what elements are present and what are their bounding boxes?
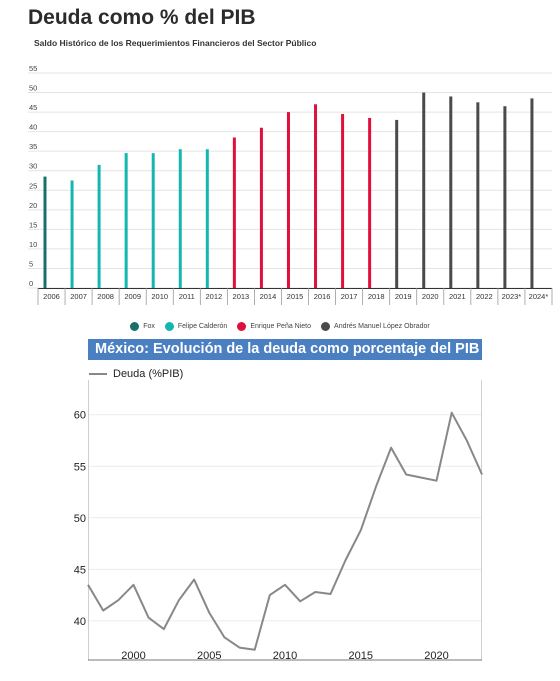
legend-dot-pena-nieto: [237, 322, 247, 331]
party-legend: Fox Felipe Calderón Enrique Peña Nieto A…: [0, 322, 560, 331]
x-tick-label: 2015: [287, 292, 304, 301]
x-tick-label: 2024*: [529, 292, 549, 301]
y-tick-label: 40: [29, 123, 37, 132]
series-line-deuda: [87, 411, 483, 651]
line-y-tick-label: 55: [74, 461, 86, 473]
bar-2012: [205, 149, 209, 288]
x-tick-label: 2008: [97, 292, 114, 301]
x-tick-label: 2006: [43, 292, 60, 301]
y-tick-label: 10: [29, 240, 37, 249]
x-tick-label: 2016: [314, 292, 331, 301]
line-y-tick-label: 50: [74, 513, 86, 525]
legend-item-amlo: Andrés Manuel López Obrador: [321, 322, 430, 331]
x-tick-label: 2019: [395, 292, 412, 301]
line-y-tick-label: 40: [74, 616, 86, 628]
x-tick-label: 2014: [260, 292, 277, 301]
x-tick-label: 2018: [368, 292, 385, 301]
line-chart-header: México: Evolución de la deuda como porce…: [88, 339, 482, 360]
y-tick-label: 30: [29, 162, 37, 171]
x-tick-label: 2007: [70, 292, 87, 301]
line-x-tick-label: 2005: [197, 650, 221, 662]
y-tick-label: 55: [29, 64, 37, 73]
line-chart: 40 45 50 55 60 2000 2005 2010 2015 2020: [74, 380, 483, 662]
line-y-tick-label: 60: [74, 410, 86, 422]
line-legend-swatch: [89, 373, 107, 375]
legend-dot-amlo: [321, 322, 331, 331]
y-tick-label: 0: [29, 279, 33, 288]
bar-2019: [395, 119, 399, 288]
x-tick-label: 2013: [233, 292, 250, 301]
bar-2018: [368, 117, 372, 288]
bar-2010: [151, 153, 155, 288]
legend-label-amlo: Andrés Manuel López Obrador: [334, 323, 430, 330]
bar-2015: [286, 112, 290, 288]
legend-item-pena-nieto: Enrique Peña Nieto: [237, 322, 311, 331]
bar-2023*: [503, 106, 507, 289]
line-legend: Deuda (%PIB): [89, 368, 183, 380]
bar-2009: [124, 153, 128, 288]
bar-2013: [232, 137, 236, 288]
line-y-tick-label: 45: [74, 564, 86, 576]
bar-2017: [341, 114, 345, 288]
y-tick-label: 35: [29, 142, 37, 151]
bar-2007: [70, 180, 74, 288]
bar-2008: [97, 164, 101, 288]
bar-2006: [43, 176, 47, 288]
line-x-tick-label: 2010: [273, 650, 297, 662]
legend-label-fox: Fox: [143, 323, 155, 330]
bar-2011: [178, 149, 182, 288]
legend-label-calderon: Felipe Calderón: [177, 323, 228, 330]
x-tick-label: 2017: [341, 292, 358, 301]
bar-2020: [422, 92, 426, 288]
bar-2021: [449, 96, 453, 288]
line-x-tick-label: 2015: [349, 650, 373, 662]
x-tick-label: 2023*: [502, 292, 522, 301]
y-tick-label: 15: [29, 220, 37, 229]
x-tick-label: 2021: [449, 292, 466, 301]
chart-subtitle: Saldo Histórico de los Requerimientos Fi…: [34, 38, 317, 48]
legend-dot-calderon: [164, 322, 174, 331]
x-tick-label: 2020: [422, 292, 439, 301]
legend-dot-fox: [130, 322, 140, 331]
bar-2022: [476, 102, 480, 288]
debt-line-panel: México: Evolución de la deuda como porce…: [88, 339, 482, 661]
y-tick-label: 50: [29, 84, 37, 93]
line-legend-label: Deuda (%PIB): [113, 368, 184, 380]
y-tick-label: 5: [29, 259, 33, 268]
bar-2014: [259, 127, 263, 289]
x-tick-label: 2010: [151, 292, 168, 301]
y-tick-label: 20: [29, 201, 37, 210]
x-tick-label: 2009: [124, 292, 141, 301]
bar-chart: 0 5 10 15 20 25 30 35 40 45 50 55 2006 2007 2008 2009 20…: [28, 64, 553, 305]
legend-item-fox: Fox: [130, 322, 155, 331]
chart-title: Deuda como % del PIB: [28, 6, 256, 29]
x-tick-label: 2022: [476, 292, 493, 301]
legend-item-calderon: Felipe Calderón: [164, 322, 228, 331]
y-tick-label: 25: [29, 181, 37, 190]
x-tick-label: 2012: [205, 292, 222, 301]
line-x-tick-label: 2020: [424, 650, 448, 662]
line-x-tick-label: 2000: [121, 650, 145, 662]
bar-2024*: [530, 98, 534, 288]
bar-2016: [314, 104, 318, 288]
x-tick-label: 2011: [179, 292, 195, 301]
legend-label-pena-nieto: Enrique Peña Nieto: [250, 323, 312, 330]
y-tick-label: 45: [29, 103, 37, 112]
